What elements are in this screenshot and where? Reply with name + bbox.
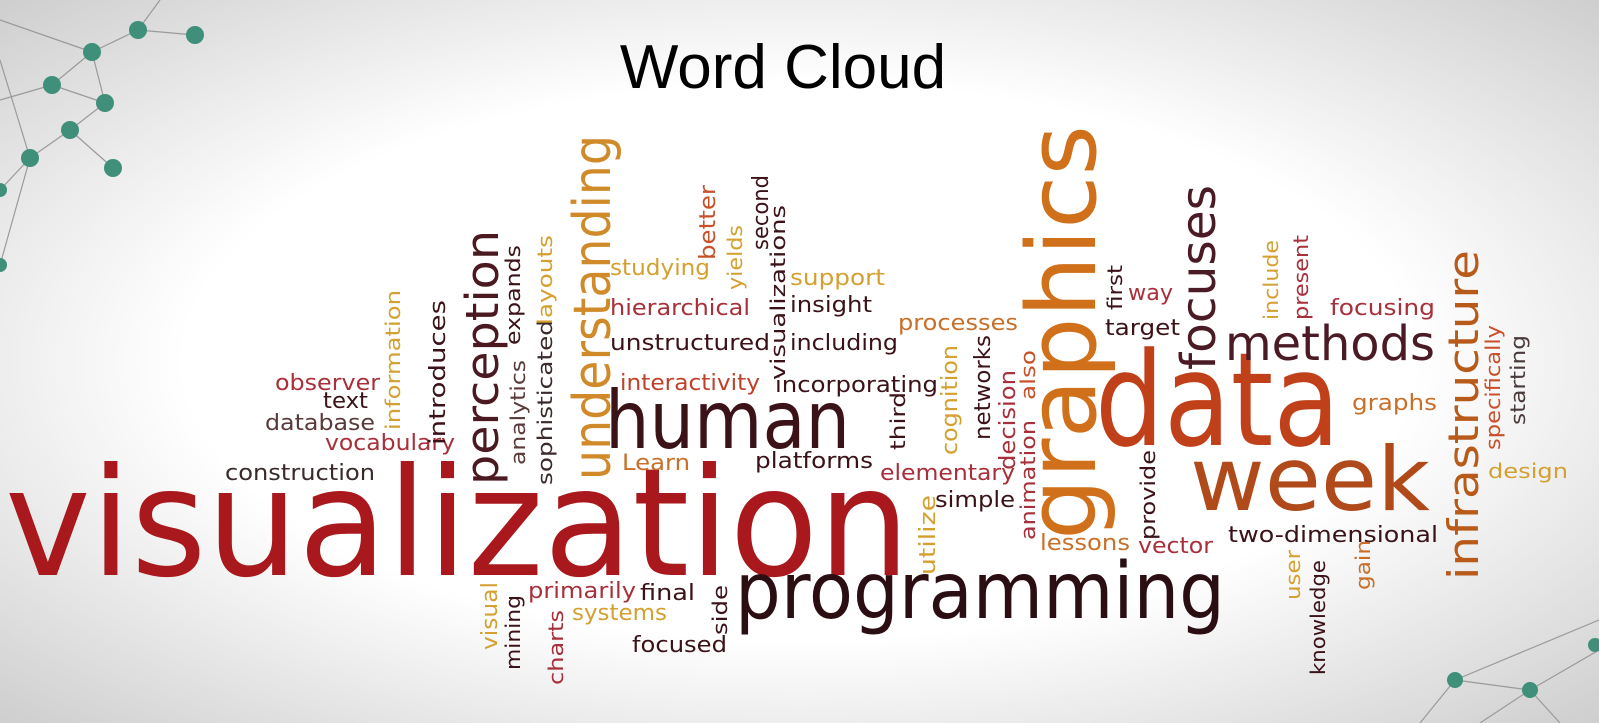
word: vocabulary — [325, 431, 455, 456]
word: charts — [544, 610, 568, 685]
word: animation — [1016, 420, 1040, 540]
word: graphics — [1008, 125, 1118, 540]
word: elementary — [880, 461, 1015, 486]
slide-title: Word Cloud — [620, 33, 946, 102]
word: construction — [225, 461, 375, 486]
word: systems — [572, 601, 667, 626]
word: gain — [1351, 540, 1375, 590]
network-nodes — [0, 21, 1599, 698]
word: third — [886, 392, 910, 450]
word: support — [790, 266, 885, 291]
word: information — [381, 290, 405, 430]
word: analytics — [506, 360, 530, 465]
word: hierarchical — [610, 296, 750, 321]
word: text — [323, 389, 368, 414]
word: two-dimensional — [1228, 523, 1438, 548]
word: mining — [501, 595, 525, 670]
word: also — [1016, 350, 1040, 400]
word: perception — [456, 230, 509, 485]
word: second — [749, 175, 774, 250]
word: present — [1289, 235, 1313, 320]
word: Learn — [622, 451, 690, 476]
word: unstructured — [610, 331, 770, 356]
word: design — [1488, 459, 1568, 483]
word: visual — [478, 582, 503, 650]
word: focusing — [1330, 296, 1435, 321]
word: processes — [898, 311, 1018, 336]
word: interactivity — [620, 371, 760, 396]
word: user — [1281, 549, 1305, 600]
word: methods — [1225, 316, 1435, 372]
word: utilize — [916, 495, 941, 575]
word: focused — [632, 633, 727, 658]
word: target — [1105, 316, 1180, 341]
word: final — [640, 581, 695, 606]
word: human — [605, 374, 850, 467]
word: week — [1190, 428, 1430, 531]
word: graphs — [1352, 391, 1437, 416]
word: data — [1095, 324, 1340, 476]
word: including — [790, 331, 898, 356]
word: way — [1128, 281, 1173, 306]
word: sophisticated — [533, 320, 557, 485]
word: visualizations — [766, 205, 790, 380]
word: vector — [1138, 534, 1214, 559]
word: layouts — [533, 235, 557, 325]
word: include — [1259, 240, 1283, 320]
word: first — [1103, 265, 1127, 310]
word: side — [708, 585, 732, 635]
word: starting — [1506, 335, 1530, 425]
word: primarily — [528, 579, 636, 604]
word: simple — [935, 488, 1015, 513]
word: networks — [971, 335, 996, 440]
word: provide — [1136, 450, 1160, 540]
word: visualization — [5, 437, 910, 611]
word: database — [265, 411, 375, 436]
word: knowledge — [1306, 560, 1330, 675]
word: introduces — [426, 300, 451, 445]
word: incorporating — [775, 373, 938, 398]
word: programming — [735, 547, 1225, 637]
word: observer — [275, 371, 381, 396]
word: studying — [610, 256, 710, 281]
word: cognition — [938, 345, 963, 455]
word: expands — [501, 245, 525, 345]
word: better — [696, 184, 721, 260]
word: insight — [790, 293, 872, 318]
word: decision — [996, 370, 1021, 470]
word: understanding — [563, 135, 623, 480]
word: lessons — [1040, 531, 1130, 556]
word: yields — [723, 225, 747, 290]
word: focuses — [1171, 185, 1227, 370]
word: platforms — [755, 449, 873, 474]
word: specifically — [1481, 325, 1505, 450]
word: infrastructure — [1439, 250, 1488, 580]
